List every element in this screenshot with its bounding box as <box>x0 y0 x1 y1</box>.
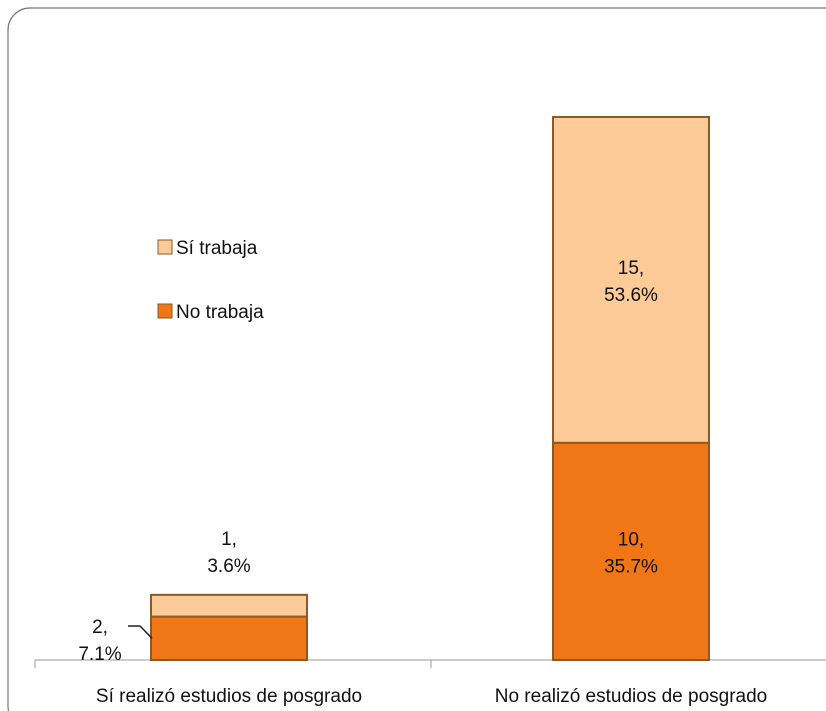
data-label: 10, 35.7% <box>604 529 658 577</box>
bar-segment <box>150 593 308 618</box>
bar-segment <box>552 116 710 444</box>
bar-segment <box>552 441 710 661</box>
data-label: 15, 53.6% <box>604 258 658 306</box>
legend-swatch <box>157 303 173 319</box>
bar-segment <box>150 615 308 661</box>
legend-label: Sí trabaja <box>176 238 258 259</box>
leader-line <box>128 625 153 639</box>
data-label: 1, 3.6% <box>207 529 250 577</box>
x-tick-label: No realizó estudios de posgrado <box>495 686 768 707</box>
data-label: 2, 7.1% <box>78 617 121 665</box>
legend-swatch <box>157 239 173 255</box>
legend-label: No trabaja <box>176 302 264 323</box>
x-tick-label: Sí realizó estudios de posgrado <box>96 686 362 707</box>
